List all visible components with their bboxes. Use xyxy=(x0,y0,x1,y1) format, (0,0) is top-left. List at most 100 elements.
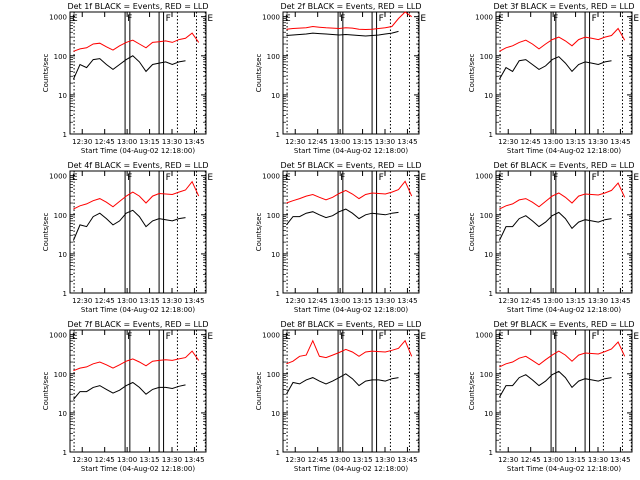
events-series-line xyxy=(498,211,612,241)
panel-title: Det 9f BLACK = Events, RED = LLD xyxy=(493,320,634,329)
lld-series-line xyxy=(499,182,626,210)
x-tick-label: 13:30 xyxy=(588,138,608,146)
panel-title: Det 3f BLACK = Events, RED = LLD xyxy=(493,2,634,11)
interval-marker: E xyxy=(420,332,426,342)
detector-panel: Det 6f BLACK = Events, RED = LLD 1 10 100 10… xyxy=(468,161,639,314)
x-tick-label: 12:30 xyxy=(72,297,92,305)
x-tick-label: 13:30 xyxy=(588,297,608,305)
lld-series-line xyxy=(73,32,200,52)
panel-title: Det 7f BLACK = Events, RED = LLD xyxy=(67,320,208,329)
x-tick-label: 13:30 xyxy=(375,138,395,146)
x-tick-label: 13:15 xyxy=(565,456,585,464)
y-tick-label: 1000 xyxy=(49,14,67,22)
y-tick-label: 100 xyxy=(267,371,280,379)
x-axis-label: Start Time (04-Aug-02 12:18:00) xyxy=(81,147,195,155)
x-axis-label: Start Time (04-Aug-02 12:18:00) xyxy=(294,306,408,314)
y-tick-label: 1000 xyxy=(49,332,67,340)
y-tick-label: 1000 xyxy=(475,332,493,340)
x-tick-label: 13:00 xyxy=(117,138,137,146)
y-tick-label: 100 xyxy=(54,53,67,61)
y-tick-label: 1 xyxy=(489,449,493,457)
x-tick-label: 13:00 xyxy=(117,297,137,305)
interval-marker: E xyxy=(285,332,291,342)
x-tick-label: 12:45 xyxy=(521,456,541,464)
x-tick-label: 12:30 xyxy=(72,138,92,146)
detector-panel: Det 4f BLACK = Events, RED = LLD 1 10 100 10… xyxy=(42,161,213,314)
interval-marker: F xyxy=(166,173,171,183)
interval-marker: E xyxy=(633,332,639,342)
y-axis-label: Counts/sec xyxy=(42,54,50,93)
x-tick-label: 13:15 xyxy=(565,297,585,305)
x-tick-label: 12:45 xyxy=(95,138,115,146)
interval-marker: E xyxy=(72,14,78,24)
y-tick-label: 1000 xyxy=(262,173,280,181)
lld-series-line xyxy=(73,180,200,210)
y-tick-label: 1 xyxy=(63,131,67,139)
panel-title: Det 4f BLACK = Events, RED = LLD xyxy=(67,161,208,170)
x-tick-label: 12:45 xyxy=(521,138,541,146)
y-tick-label: 10 xyxy=(58,410,67,418)
x-tick-label: 12:30 xyxy=(285,297,305,305)
x-tick-label: 12:30 xyxy=(285,138,305,146)
interval-marker: F xyxy=(592,332,597,342)
x-tick-label: 13:15 xyxy=(139,138,159,146)
x-tick-label: 13:45 xyxy=(184,138,204,146)
x-tick-label: 13:45 xyxy=(397,456,417,464)
detector-panel: Det 9f BLACK = Events, RED = LLD 1 10 100 10… xyxy=(468,320,639,473)
interval-marker: E xyxy=(633,173,639,183)
detector-panel: Det 5f BLACK = Events, RED = LLD 1 10 100 10… xyxy=(255,161,426,314)
detector-panel: Det 8f BLACK = Events, RED = LLD 1 10 100 10… xyxy=(255,320,426,473)
x-tick-label: 13:30 xyxy=(162,138,182,146)
x-tick-label: 13:30 xyxy=(588,456,608,464)
panel-title: Det 6f BLACK = Events, RED = LLD xyxy=(493,161,634,170)
interval-marker: E xyxy=(207,332,213,342)
interval-marker: E xyxy=(285,173,291,183)
x-tick-label: 13:00 xyxy=(543,138,563,146)
x-axis-label: Start Time (04-Aug-02 12:18:00) xyxy=(294,147,408,155)
x-tick-label: 13:15 xyxy=(352,138,372,146)
x-tick-label: 13:00 xyxy=(543,297,563,305)
interval-marker: E xyxy=(420,173,426,183)
detector-panel: Det 1f BLACK = Events, RED = LLD 1 10 100 10… xyxy=(42,2,213,155)
interval-marker: F xyxy=(553,332,558,342)
x-tick-label: 12:30 xyxy=(498,456,518,464)
x-tick-label: 13:30 xyxy=(375,456,395,464)
detector-panel: Det 7f BLACK = Events, RED = LLD 1 10 100 10… xyxy=(42,320,213,473)
x-tick-label: 12:45 xyxy=(308,297,328,305)
x-axis-label: Start Time (04-Aug-02 12:18:00) xyxy=(294,465,408,473)
y-tick-label: 1 xyxy=(63,290,67,298)
interval-marker: E xyxy=(498,332,504,342)
plot-frame xyxy=(69,170,207,294)
detector-panel: Det 2f BLACK = Events, RED = LLD 1 10 100 10… xyxy=(255,2,426,155)
plot-frame xyxy=(69,11,207,135)
y-tick-label: 100 xyxy=(480,371,493,379)
y-tick-label: 10 xyxy=(271,251,280,259)
x-tick-label: 13:45 xyxy=(184,456,204,464)
events-series-line xyxy=(286,30,399,37)
x-tick-label: 13:15 xyxy=(565,138,585,146)
interval-marker: E xyxy=(72,332,78,342)
y-tick-label: 1000 xyxy=(262,332,280,340)
x-tick-label: 12:30 xyxy=(498,138,518,146)
events-series-line xyxy=(498,370,612,398)
y-tick-label: 1000 xyxy=(475,14,493,22)
interval-marker: F xyxy=(340,332,345,342)
y-tick-label: 100 xyxy=(267,53,280,61)
plot-frame xyxy=(495,11,633,135)
x-axis-label: Start Time (04-Aug-02 12:18:00) xyxy=(507,465,621,473)
interval-marker: E xyxy=(285,14,291,24)
events-series-line xyxy=(285,373,399,395)
panel-title: Det 1f BLACK = Events, RED = LLD xyxy=(67,2,208,11)
y-tick-label: 1000 xyxy=(262,14,280,22)
plot-frame xyxy=(495,170,633,294)
interval-marker: F xyxy=(166,332,171,342)
x-tick-label: 13:15 xyxy=(139,456,159,464)
interval-marker: E xyxy=(72,173,78,183)
plot-frame xyxy=(282,329,420,453)
x-tick-label: 13:45 xyxy=(610,297,630,305)
panel-title: Det 2f BLACK = Events, RED = LLD xyxy=(280,2,421,11)
y-tick-label: 100 xyxy=(54,371,67,379)
x-tick-label: 12:45 xyxy=(95,456,115,464)
y-tick-label: 10 xyxy=(484,251,493,259)
